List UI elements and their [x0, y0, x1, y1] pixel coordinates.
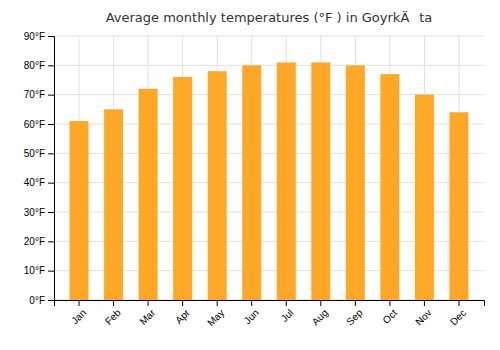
tick-mark [48, 95, 54, 96]
tick-mark [48, 36, 54, 37]
tick: 60°F [24, 119, 54, 130]
bar [242, 65, 261, 300]
bar [449, 112, 468, 300]
tick: 80°F [24, 60, 54, 71]
bar [380, 74, 399, 300]
bar [104, 109, 123, 300]
tick-mark [48, 124, 54, 125]
tick-mark [458, 300, 459, 306]
grid-line [54, 65, 484, 66]
tick-label: May [205, 307, 226, 328]
tick-mark [48, 241, 54, 242]
tick-label: Mar [137, 307, 157, 327]
plot: 0°F 10°F 20°F 30°F 40°F 50°F 60°F 70°F 80°F 90°F J… [24, 31, 485, 329]
tick: Apr [173, 300, 192, 326]
tick-mark [424, 300, 425, 306]
tick-mark [48, 65, 54, 66]
tick-mark [48, 183, 54, 184]
tick: Nov [413, 300, 433, 327]
tick-label: Dec [448, 307, 468, 327]
tick-label: 40°F [24, 177, 45, 188]
tick: Dec [448, 300, 468, 327]
bars [70, 62, 469, 300]
bar [311, 62, 330, 300]
bar [346, 65, 365, 300]
tick-mark [389, 300, 390, 306]
bar [208, 71, 227, 300]
x-axis: Jan Feb Mar Apr May Jun Jul Aug Sep Oct Nov Dec [55, 300, 485, 328]
tick-mark [355, 300, 356, 306]
tick-mark [79, 300, 80, 306]
tick-label: 30°F [24, 207, 45, 218]
tick-mark [182, 300, 183, 306]
title: Average monthly temperatures (°F ) in Go… [106, 10, 433, 25]
tick: 20°F [24, 236, 54, 247]
tick-mark [48, 212, 54, 213]
tick-label: 90°F [24, 31, 45, 42]
tick: 90°F [24, 31, 54, 42]
tick-mark [320, 300, 321, 306]
tick: Feb [103, 300, 123, 327]
tick-label: 70°F [24, 89, 45, 100]
axis-line [55, 301, 485, 307]
bar [173, 77, 192, 300]
chart: 0°F 10°F 20°F 30°F 40°F 50°F 60°F 70°F 80°F 90°F J… [0, 0, 500, 350]
tick: Jul [279, 300, 296, 324]
tick: 30°F [24, 207, 54, 218]
bar [415, 95, 434, 300]
grid [54, 36, 484, 300]
bar [277, 62, 296, 300]
bar [70, 121, 89, 300]
grid-line [54, 36, 484, 37]
tick: May [205, 300, 226, 328]
tick: 0°F [29, 295, 54, 306]
tick: Jan [69, 300, 88, 326]
tick-label: 10°F [24, 265, 45, 276]
tick-label: Nov [413, 307, 433, 327]
bar [139, 89, 158, 300]
tick: 70°F [24, 89, 54, 100]
tick-mark [148, 300, 149, 306]
tick-mark [113, 300, 114, 306]
tick: Sep [344, 300, 365, 327]
tick-mark [217, 300, 218, 306]
tick-label: 20°F [24, 236, 45, 247]
tick: 50°F [24, 148, 54, 159]
tick-mark [48, 153, 54, 154]
tick-label: 80°F [24, 60, 45, 71]
tick: Jun [242, 300, 261, 326]
y-axis: 0°F 10°F 20°F 30°F 40°F 50°F 60°F 70°F 80°F 90°F [24, 31, 55, 306]
tick-mark [48, 271, 54, 272]
tick-label: Feb [103, 307, 123, 327]
tick-label: Oct [380, 307, 399, 326]
tick: 40°F [24, 177, 54, 188]
tick-label: Apr [173, 307, 192, 326]
tick-label: Jan [69, 307, 88, 326]
tick-label: Jun [242, 307, 261, 326]
tick-label: Sep [344, 307, 365, 328]
tick-label: 50°F [24, 148, 45, 159]
tick-label: 60°F [24, 119, 45, 130]
tick: 10°F [24, 265, 54, 276]
tick-mark [48, 300, 54, 301]
tick: Oct [380, 300, 399, 326]
tick-label: Aug [310, 307, 330, 327]
axis-line [48, 37, 55, 301]
tick: Aug [310, 300, 330, 327]
tick-label: 0°F [29, 295, 45, 306]
tick-mark [251, 300, 252, 306]
tick-label: Jul [279, 307, 296, 324]
tick: Mar [137, 300, 157, 327]
tick-mark [286, 300, 287, 306]
